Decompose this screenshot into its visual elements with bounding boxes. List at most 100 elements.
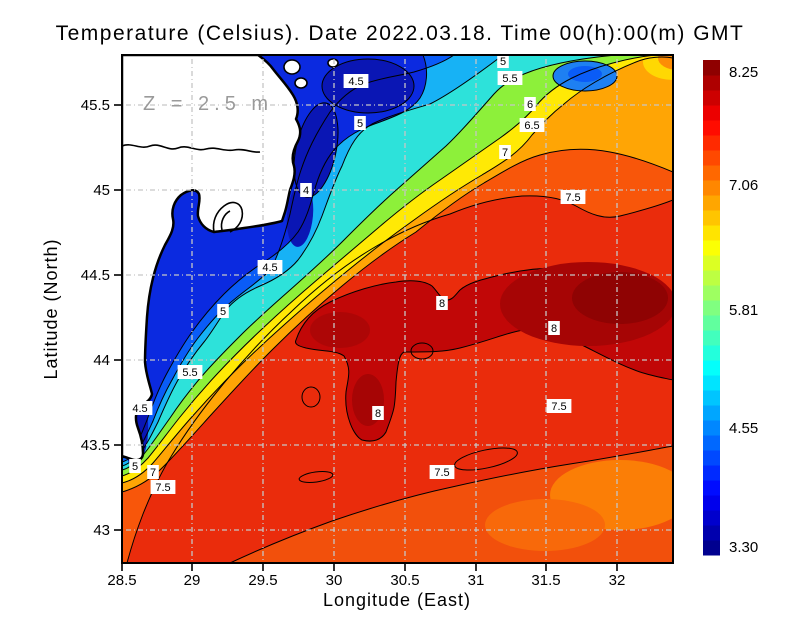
x-tick-label: 29 [184, 572, 201, 589]
delta-island [283, 59, 301, 75]
contour-label-box [129, 459, 141, 473]
contour-label-box [177, 365, 203, 379]
colorbar-step [703, 180, 720, 196]
contour-label-box [497, 71, 523, 85]
contour-label: 7.5 [155, 482, 170, 494]
colorbar-step [703, 195, 720, 211]
contour-label: 5 [500, 56, 506, 68]
contour-label-box [257, 260, 283, 274]
contour-label: 5.5 [502, 73, 517, 85]
x-axis-ticks: 28.5 29 29.5 30 30.5 31 31.5 32 [107, 563, 625, 589]
colorbar-step [703, 435, 720, 451]
y-tick-label: 44.5 [81, 267, 110, 284]
contour-label: 5 [357, 118, 363, 130]
colorbar-step [703, 285, 720, 301]
grid-lines [122, 55, 673, 563]
contour-label: 7.5 [434, 467, 449, 479]
colorbar-step [703, 345, 720, 361]
plot-title: Temperature (Celsius). Date 2022.03.18. … [56, 22, 745, 45]
colorbar-step [703, 495, 720, 511]
colorbar-step [703, 120, 720, 136]
contour-label: 5 [132, 461, 138, 473]
colorbar-step [703, 420, 720, 436]
contour-label-box [429, 465, 455, 479]
contour-label-box [519, 118, 545, 132]
contour-label-box [372, 406, 384, 420]
colorbar-step [703, 255, 720, 271]
contour-label: 4.5 [132, 403, 147, 415]
colorbar-tick-labels: 8.25 7.06 5.81 4.55 3.30 [729, 64, 758, 556]
colorbar-step [703, 210, 720, 226]
colorbar-step [703, 450, 720, 466]
colorbar-step [703, 480, 720, 496]
contour-label: 7.5 [565, 192, 580, 204]
y-tick-label: 43 [93, 522, 110, 539]
delta-island [294, 77, 308, 89]
y-tick-label: 45.5 [81, 97, 110, 114]
y-tick-label: 43.5 [81, 437, 110, 454]
contour-label: 6 [527, 99, 533, 111]
contour-label-box [436, 296, 448, 310]
depth-annotation: Z = 2.5 m [143, 93, 273, 115]
contour-label: 4.5 [348, 76, 363, 88]
colorbar-step [703, 150, 720, 166]
colorbar-step [703, 525, 720, 541]
colorbar-step [703, 405, 720, 421]
x-axis-label: Longitude (East) [323, 590, 471, 610]
plot-frame [121, 54, 674, 564]
colorbar-tick-label: 7.06 [729, 177, 758, 194]
contour-label-box [548, 321, 560, 335]
contour-label: 8 [375, 408, 381, 420]
contour-label: 4.5 [262, 262, 277, 274]
colorbar-step [703, 60, 720, 76]
contour-label-box [524, 97, 536, 111]
y-tick-label: 44 [93, 352, 110, 369]
contour-label-box [300, 183, 312, 197]
contour-label-box [560, 190, 586, 204]
colorbar-step [703, 300, 720, 316]
colorbar-step [703, 330, 720, 346]
contour-label: 7 [150, 467, 156, 479]
colorbar-step [703, 360, 720, 376]
y-axis-ticks: 45.5 45 44.5 44 43.5 43 [81, 97, 122, 539]
contour-label: 7 [502, 147, 508, 159]
contour-label-box [499, 145, 511, 159]
y-axis-label: Latitude (North) [41, 238, 61, 379]
colorbar-tick-label: 3.30 [729, 539, 758, 556]
contour-label: 4 [303, 185, 309, 197]
contour-label-box [127, 401, 153, 415]
contour-label-box [497, 54, 509, 68]
colorbar-step [703, 465, 720, 481]
contour-label-box [150, 480, 176, 494]
x-tick-label: 30.5 [390, 572, 419, 589]
colorbar-step [703, 315, 720, 331]
x-tick-label: 28.5 [107, 572, 136, 589]
colorbar-step [703, 90, 720, 106]
colorbar-step [703, 390, 720, 406]
colorbar-tick-label: 8.25 [729, 64, 758, 81]
contour-label: 5.5 [182, 367, 197, 379]
colorbar-tick-label: 4.55 [729, 420, 758, 437]
x-tick-label: 30 [326, 572, 343, 589]
colorbar-step [703, 75, 720, 91]
x-tick-label: 29.5 [248, 572, 277, 589]
colorbar-step [703, 540, 720, 556]
contour-label-box [546, 399, 572, 413]
colorbar-step [703, 240, 720, 256]
colorbar-step [703, 510, 720, 526]
contour-label-box [343, 74, 369, 88]
contour-label-box [354, 116, 366, 130]
contour-label: 8 [439, 298, 445, 310]
colorbar-step [703, 135, 720, 151]
colorbar-tick-label: 5.81 [729, 302, 758, 319]
y-tick-label: 45 [93, 182, 110, 199]
delta-island [327, 58, 339, 68]
x-tick-label: 31 [468, 572, 485, 589]
contour-label: 8 [551, 323, 557, 335]
colorbar-step [703, 105, 720, 121]
contour-label: 6.5 [524, 120, 539, 132]
colorbar-step [703, 375, 720, 391]
